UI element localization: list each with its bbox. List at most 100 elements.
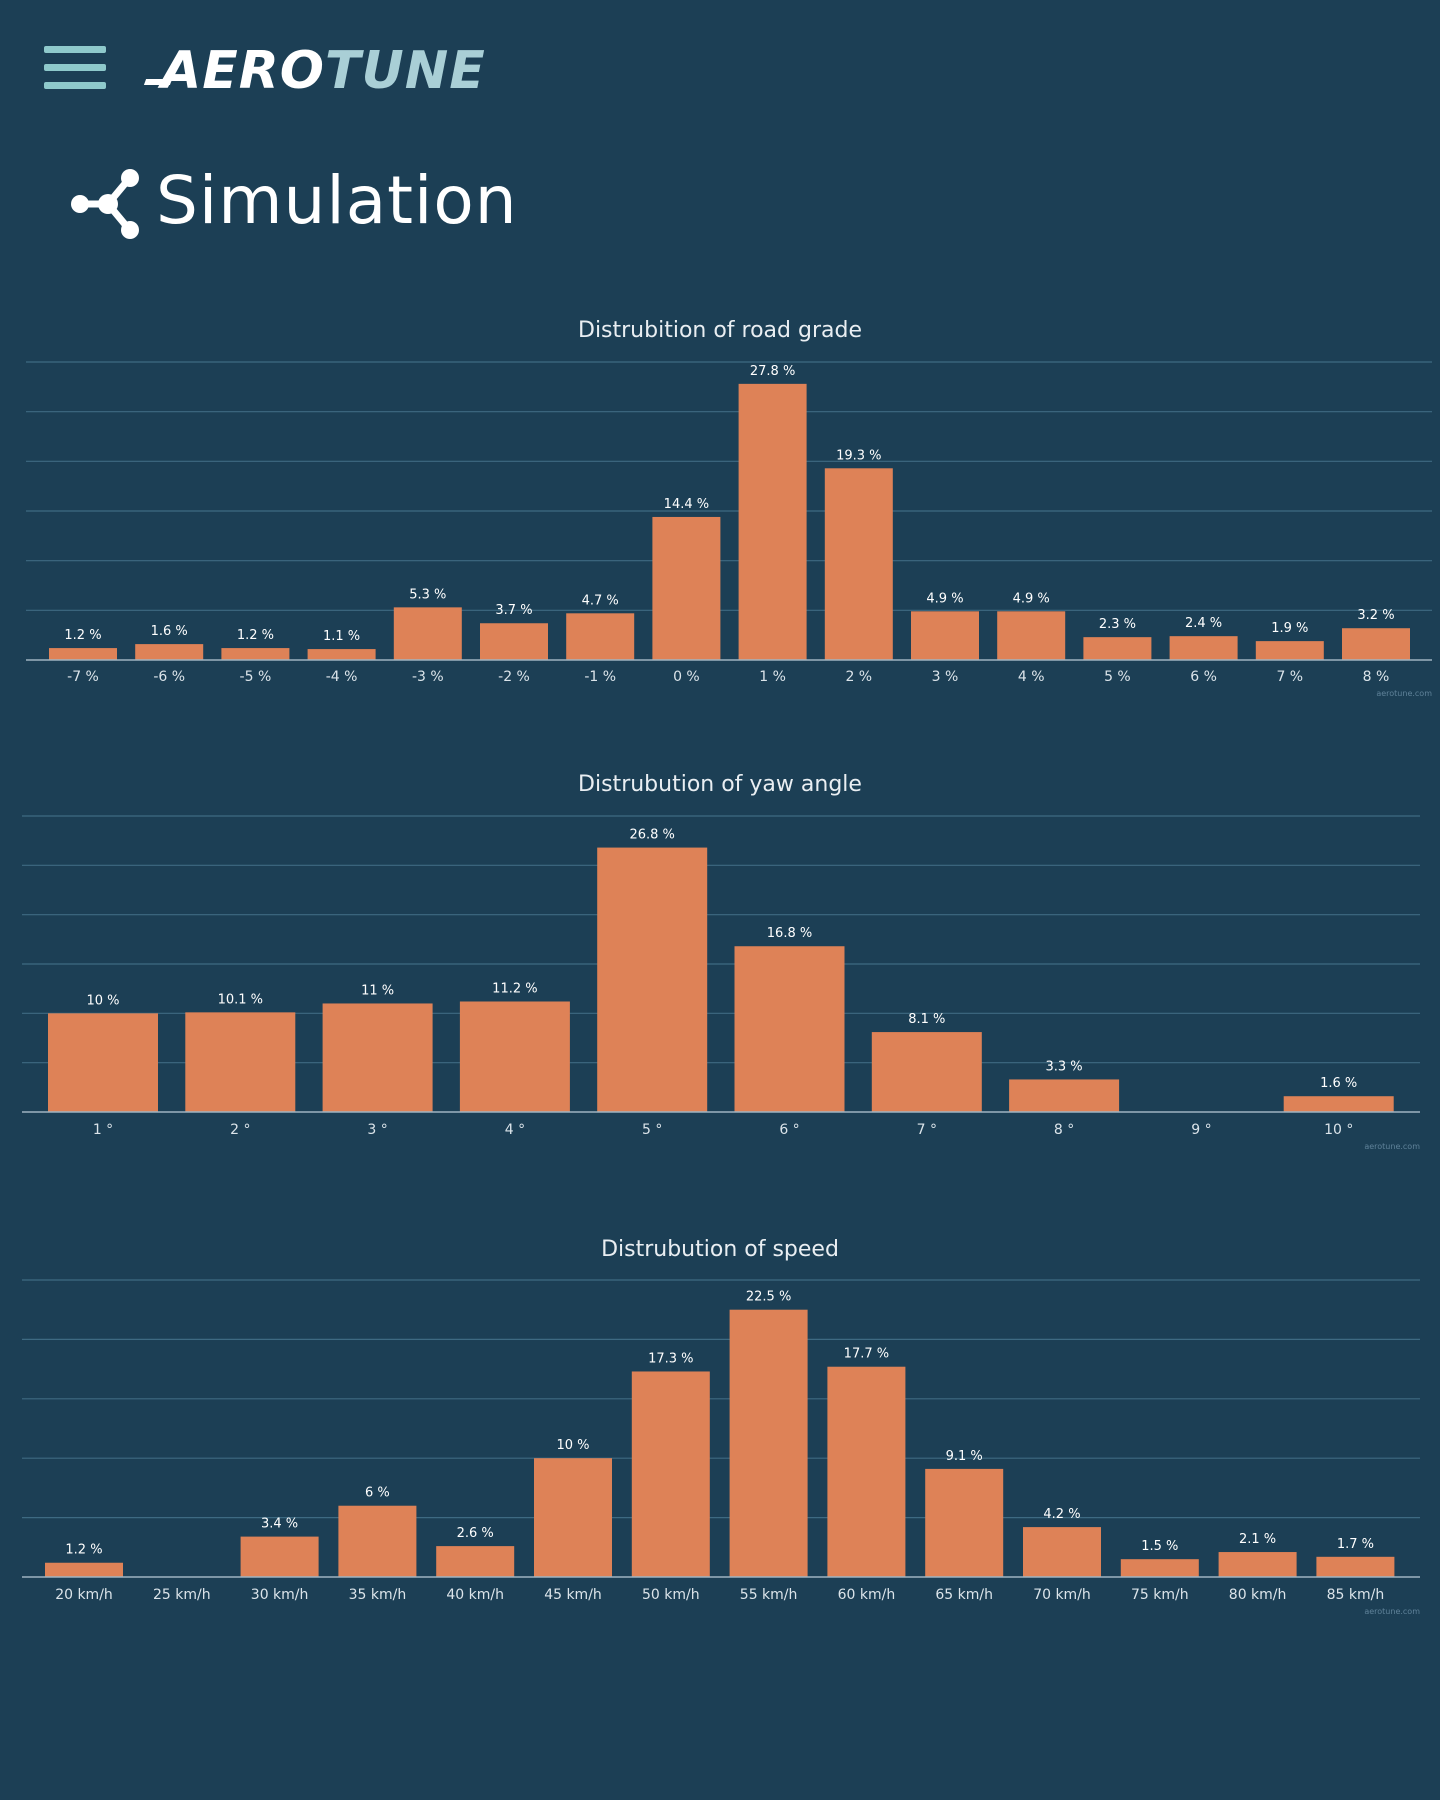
hamburger-menu-icon[interactable] (44, 46, 106, 90)
watermark: aerotune.com (1364, 1142, 1420, 1151)
bar[interactable] (338, 1505, 417, 1577)
x-tick-label: 10 ° (1324, 1122, 1353, 1138)
bar[interactable] (1023, 1527, 1101, 1577)
menu-line (44, 64, 106, 71)
bar[interactable] (911, 611, 979, 660)
bar[interactable] (631, 1371, 710, 1577)
bar[interactable] (1083, 637, 1152, 660)
share-nodes-icon (71, 169, 139, 239)
bar[interactable] (729, 1309, 808, 1577)
x-tick-label: 8 ° (1054, 1122, 1074, 1138)
bar[interactable] (1283, 1096, 1394, 1112)
logo-swoosh (143, 79, 173, 85)
bar[interactable] (827, 1366, 906, 1577)
bar[interactable] (534, 1458, 612, 1577)
x-tick-label: 7 % (1276, 669, 1303, 685)
x-tick-label: 6 ° (779, 1122, 799, 1138)
x-tick-label: 55 km/h (740, 1587, 798, 1603)
bar[interactable] (436, 1546, 515, 1577)
x-tick-label: 0 % (673, 669, 700, 685)
bar-value-label: 11 % (361, 983, 394, 998)
bar-value-label: 27.8 % (750, 364, 795, 379)
x-tick-label: 75 km/h (1131, 1587, 1189, 1603)
bar[interactable] (871, 1032, 982, 1112)
chart-plot: 10 % 1 ° 10.1 % 2 ° 11 % 3 ° 11.2 % 4 ° 26.8 % 5 … (22, 815, 1420, 1151)
x-tick-label: -2 % (498, 669, 530, 685)
bar[interactable] (221, 648, 290, 660)
bar[interactable] (925, 1468, 1004, 1577)
x-tick-label: 20 km/h (55, 1587, 113, 1603)
bar[interactable] (738, 383, 807, 660)
speed-chart: Distrubution of speed 1.2 % 20 km/h 25 km/… (0, 1225, 1440, 1635)
bar-value-label: 19.3 % (836, 448, 881, 463)
bar-value-label: 2.6 % (457, 1526, 494, 1541)
road-grade-chart: Distrubition of road grade 1.2 % -7 % 1.6 … (0, 300, 1440, 710)
bar[interactable] (459, 1001, 570, 1112)
x-tick-label: 4 ° (505, 1122, 525, 1138)
bar[interactable] (597, 847, 708, 1112)
bar[interactable] (1218, 1552, 1297, 1577)
bar-value-label: 8.1 % (908, 1012, 945, 1027)
bar-value-label: 1.2 % (65, 1543, 102, 1558)
x-tick-label: 65 km/h (935, 1587, 993, 1603)
x-tick-label: -5 % (240, 669, 272, 685)
bar[interactable] (135, 644, 204, 660)
bar[interactable] (48, 1013, 158, 1112)
bar[interactable] (1009, 1079, 1120, 1112)
x-tick-label: 50 km/h (642, 1587, 700, 1603)
bar[interactable] (566, 613, 635, 660)
bar-value-label: 10 % (556, 1438, 589, 1453)
bar-value-label: 26.8 % (629, 828, 674, 843)
logo-text-aero: AERO (161, 41, 326, 101)
logo-text-tune: TUNE (325, 41, 486, 101)
bar[interactable] (393, 607, 462, 660)
bar-value-label: 10.1 % (218, 992, 263, 1007)
x-tick-label: 35 km/h (349, 1587, 407, 1603)
bar-value-label: 10 % (86, 993, 119, 1008)
bar[interactable] (1342, 628, 1410, 660)
bar[interactable] (1120, 1559, 1199, 1577)
chart-plot: 1.2 % 20 km/h 25 km/h 3.4 % 30 km/h 6 % 35 km/… (22, 1279, 1420, 1616)
bar[interactable] (240, 1536, 319, 1577)
bar-value-label: 4.2 % (1043, 1507, 1080, 1522)
aerotune-logo[interactable]: AERO TUNE (143, 38, 486, 104)
bar[interactable] (185, 1012, 296, 1112)
bar-value-label: 2.4 % (1185, 616, 1222, 631)
bar-value-label: 17.3 % (648, 1351, 693, 1366)
bar[interactable] (652, 516, 721, 660)
x-tick-label: 80 km/h (1229, 1587, 1287, 1603)
bar-value-label: 1.2 % (237, 628, 274, 643)
x-tick-label: -3 % (412, 669, 444, 685)
bar-value-label: 6 % (365, 1486, 390, 1501)
bar[interactable] (49, 648, 117, 660)
x-tick-label: 1 % (759, 669, 786, 685)
bar-value-label: 2.1 % (1239, 1532, 1276, 1547)
bar[interactable] (45, 1562, 123, 1577)
chart-plot: 1.2 % -7 % 1.6 % -6 % 1.2 % -5 % 1.1 % -4 % 5.3 … (26, 361, 1432, 698)
bar[interactable] (824, 468, 893, 660)
x-tick-label: -7 % (67, 669, 99, 685)
x-tick-label: 70 km/h (1033, 1587, 1091, 1603)
page-title: Simulation (156, 162, 518, 239)
bar-value-label: 11.2 % (492, 981, 537, 996)
page-header: Simulation (38, 130, 517, 280)
x-tick-label: 2 ° (230, 1122, 250, 1138)
bar-value-label: 1.1 % (323, 629, 360, 644)
bar[interactable] (734, 946, 845, 1112)
bar-value-label: 22.5 % (746, 1290, 791, 1305)
bar-value-label: 9.1 % (946, 1449, 983, 1464)
bar-value-label: 1.7 % (1337, 1537, 1374, 1552)
bar[interactable] (1169, 636, 1238, 660)
chart-title: Distrubition of road grade (578, 318, 862, 343)
bar[interactable] (322, 1003, 433, 1112)
x-tick-label: 7 ° (917, 1122, 937, 1138)
bar-value-label: 1.6 % (1320, 1076, 1357, 1091)
chart-title: Distrubution of speed (601, 1237, 839, 1262)
bar[interactable] (1316, 1556, 1395, 1577)
bar[interactable] (480, 623, 548, 660)
bar[interactable] (1255, 641, 1324, 660)
bar[interactable] (997, 611, 1066, 660)
bar[interactable] (307, 649, 376, 660)
x-tick-label: -4 % (326, 669, 358, 685)
